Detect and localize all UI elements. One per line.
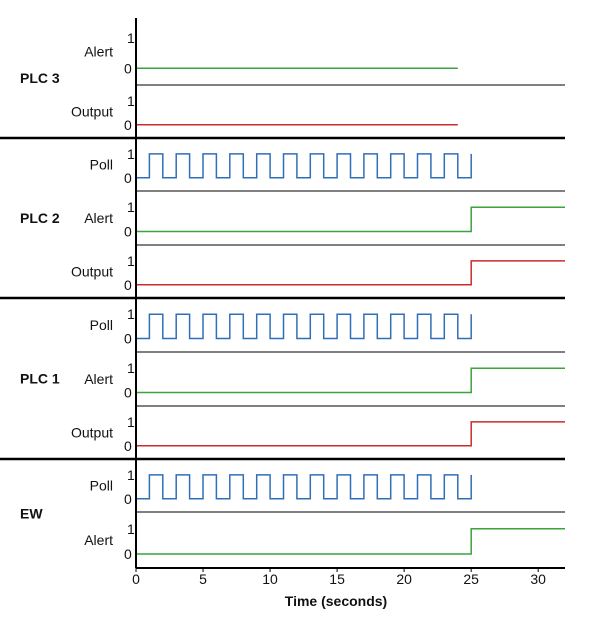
x-tick-label: 20	[396, 571, 412, 587]
x-tick-label: 0	[132, 571, 140, 587]
output-trace	[136, 421, 565, 447]
poll-trace	[136, 474, 472, 500]
level-low-label: 0	[124, 385, 132, 401]
trace-label: Poll	[90, 317, 113, 333]
trace-label: Poll	[90, 478, 113, 494]
level-high-label: 1	[127, 360, 135, 376]
trace-label: Output	[71, 264, 113, 280]
trace-label: Output	[71, 425, 113, 441]
level-low-label: 0	[124, 170, 132, 186]
level-high-label: 1	[127, 306, 135, 322]
alert-trace	[136, 528, 565, 555]
trace-label: Output	[71, 104, 113, 120]
level-low-label: 0	[124, 331, 132, 347]
level-low-label: 0	[124, 546, 132, 562]
group-label: PLC 3	[20, 70, 60, 86]
level-high-label: 1	[127, 521, 135, 537]
alert-trace	[136, 367, 565, 394]
group-label: EW	[20, 506, 43, 522]
level-low-label: 0	[124, 491, 132, 507]
level-low-label: 0	[124, 438, 132, 454]
level-high-label: 1	[127, 253, 135, 269]
x-axis-label: Time (seconds)	[285, 593, 387, 609]
x-tick-label: 15	[329, 571, 345, 587]
level-high-label: 1	[127, 199, 135, 215]
x-tick-label: 5	[199, 571, 207, 587]
trace-label: Alert	[84, 210, 113, 226]
x-tick-label: 25	[463, 571, 479, 587]
level-high-label: 1	[127, 30, 135, 46]
level-high-label: 1	[127, 414, 135, 430]
alert-trace	[136, 206, 565, 233]
poll-trace	[136, 153, 472, 179]
x-tick-label: 10	[262, 571, 278, 587]
level-low-label: 0	[124, 224, 132, 240]
trace-label: Alert	[84, 371, 113, 387]
level-high-label: 1	[127, 93, 135, 109]
x-tick-label: 30	[530, 571, 546, 587]
level-high-label: 1	[127, 467, 135, 483]
trace-label: Alert	[84, 44, 113, 60]
level-low-label: 0	[124, 117, 132, 133]
level-low-label: 0	[124, 277, 132, 293]
group-label: PLC 2	[20, 210, 60, 226]
trace-label: Alert	[84, 532, 113, 548]
poll-trace	[136, 313, 472, 340]
level-high-label: 1	[127, 146, 135, 162]
trace-label: Poll	[90, 157, 113, 173]
group-label: PLC 1	[20, 371, 60, 387]
output-trace	[136, 260, 565, 286]
level-low-label: 0	[124, 60, 132, 76]
